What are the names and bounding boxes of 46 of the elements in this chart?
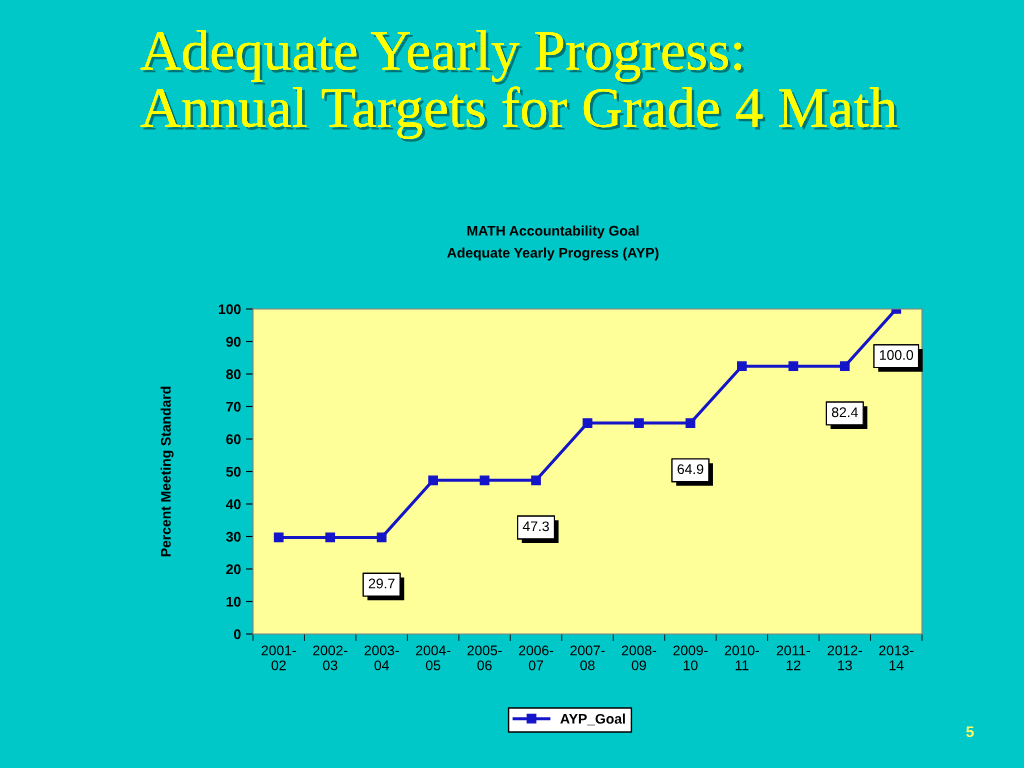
x-tick-label: 2013- 14 — [879, 645, 914, 671]
y-tick-label: 20 — [226, 564, 241, 575]
point — [582, 418, 593, 428]
point — [428, 475, 438, 486]
x-tick-label: 2004- 05 — [416, 645, 451, 671]
x-tick-label: 2009- 10 — [673, 645, 708, 671]
y-tick-label: 40 — [225, 499, 241, 510]
legend-label: AYP_Goal — [560, 713, 625, 726]
y-axis-title: Percent Meeting Standard — [160, 386, 174, 557]
y-tick-label: 90 — [226, 336, 241, 347]
point — [479, 475, 490, 486]
text: 5 — [966, 726, 974, 738]
point — [634, 418, 644, 428]
x-tick-label: 2005- 06 — [467, 645, 502, 671]
chart-subtitle: MATH Accountability Goal Adequate Yearly Progress (AYP) — [447, 225, 659, 261]
x-tick-label: 2008- 09 — [621, 645, 657, 671]
y-tick-label: 10 — [226, 596, 241, 607]
y-tick-label: 70 — [226, 401, 241, 412]
x-tick-label: 2001- 02 — [261, 645, 296, 671]
x-tick-label: 2003- 04 — [364, 645, 399, 671]
y-tick-label: 0 — [234, 629, 241, 640]
point — [839, 361, 850, 372]
y-tick-label: 50 — [226, 466, 241, 477]
x-tick-label: 2010- 11 — [724, 645, 760, 671]
data-label: 47.3 — [522, 521, 549, 532]
point — [325, 532, 336, 543]
y-tick-label: 100 — [218, 304, 241, 315]
chart-title: Adequate Yearly Progress: Annual Targets for Grade 4 Math — [140, 30, 900, 142]
y-tick-label: 30 — [226, 531, 241, 542]
x-tick-label: 2002- 03 — [313, 645, 348, 671]
data-label: 100.0 — [879, 350, 914, 360]
point — [737, 361, 747, 372]
x-tick-label: 2006- 07 — [518, 645, 554, 671]
data-label: 82.4 — [831, 407, 858, 418]
point — [273, 532, 284, 543]
point — [531, 475, 541, 486]
point — [788, 361, 799, 372]
data-label: 29.7 — [368, 578, 395, 589]
x-tick-label: 2007- 08 — [570, 645, 605, 671]
data-label: 64.9 — [677, 464, 704, 475]
point — [685, 418, 696, 428]
point — [376, 532, 387, 543]
x-tick-label: 2011- 12 — [776, 645, 810, 671]
y-tick-label: 60 — [226, 434, 241, 445]
x-tick-label: 2012- 13 — [827, 645, 862, 671]
y-tick-label: 80 — [226, 369, 241, 380]
